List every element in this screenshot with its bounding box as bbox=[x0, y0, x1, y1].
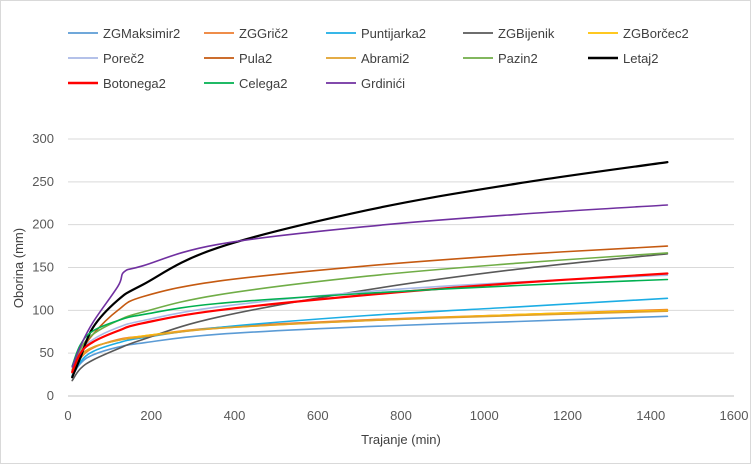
x-tick-label: 1200 bbox=[553, 408, 582, 423]
x-tick-label: 1600 bbox=[720, 408, 749, 423]
x-tick-label: 200 bbox=[140, 408, 162, 423]
legend-label: Pula2 bbox=[239, 51, 272, 66]
y-axis-title: Oborina (mm) bbox=[11, 228, 26, 308]
y-tick-label: 150 bbox=[32, 260, 54, 275]
y-tick-label: 300 bbox=[32, 131, 54, 146]
series-line-12 bbox=[71, 204, 669, 368]
series-line-0 bbox=[71, 315, 669, 378]
x-tick-label: 600 bbox=[307, 408, 329, 423]
legend-label: Puntijarka2 bbox=[361, 26, 426, 41]
series-lines bbox=[71, 161, 669, 382]
y-tick-label: 200 bbox=[32, 217, 54, 232]
y-tick-label: 100 bbox=[32, 302, 54, 317]
x-tick-label: 0 bbox=[64, 408, 71, 423]
series-line-7 bbox=[71, 310, 669, 371]
legend-label: ZGBorčec2 bbox=[623, 26, 689, 41]
series-line-11 bbox=[71, 278, 669, 367]
y-tick-label: 0 bbox=[47, 388, 54, 403]
series-line-9 bbox=[71, 161, 669, 379]
x-tick-label: 400 bbox=[224, 408, 246, 423]
y-tick-label: 250 bbox=[32, 174, 54, 189]
y-tick-label: 50 bbox=[40, 345, 54, 360]
x-tick-label: 1000 bbox=[470, 408, 499, 423]
legend-label: Pazin2 bbox=[498, 51, 538, 66]
series-line-3 bbox=[71, 253, 669, 382]
x-axis-title: Trajanje (min) bbox=[361, 432, 441, 447]
x-tick-label: 1400 bbox=[636, 408, 665, 423]
legend-label: Poreč2 bbox=[103, 51, 144, 66]
legend-label: Botonega2 bbox=[103, 76, 166, 91]
legend-label: Letaj2 bbox=[623, 51, 658, 66]
legend-label: ZGGrič2 bbox=[239, 26, 288, 41]
legend-label: ZGMaksimir2 bbox=[103, 26, 180, 41]
legend-label: Abrami2 bbox=[361, 51, 409, 66]
legend-label: Celega2 bbox=[239, 76, 287, 91]
x-tick-label: 800 bbox=[390, 408, 412, 423]
gridlines bbox=[68, 138, 734, 354]
chart-legend: ZGMaksimir2 ZGGrič2 Puntijarka2 ZGBijenik ZG… bbox=[68, 26, 689, 91]
series-line-10 bbox=[71, 272, 669, 374]
legend-label: Grdinići bbox=[361, 76, 405, 91]
tick-labels: 0 50 100 150 200 250 300 0 200 400 600 800 1000 1200 1… bbox=[32, 131, 748, 423]
legend-label: ZGBijenik bbox=[498, 26, 555, 41]
